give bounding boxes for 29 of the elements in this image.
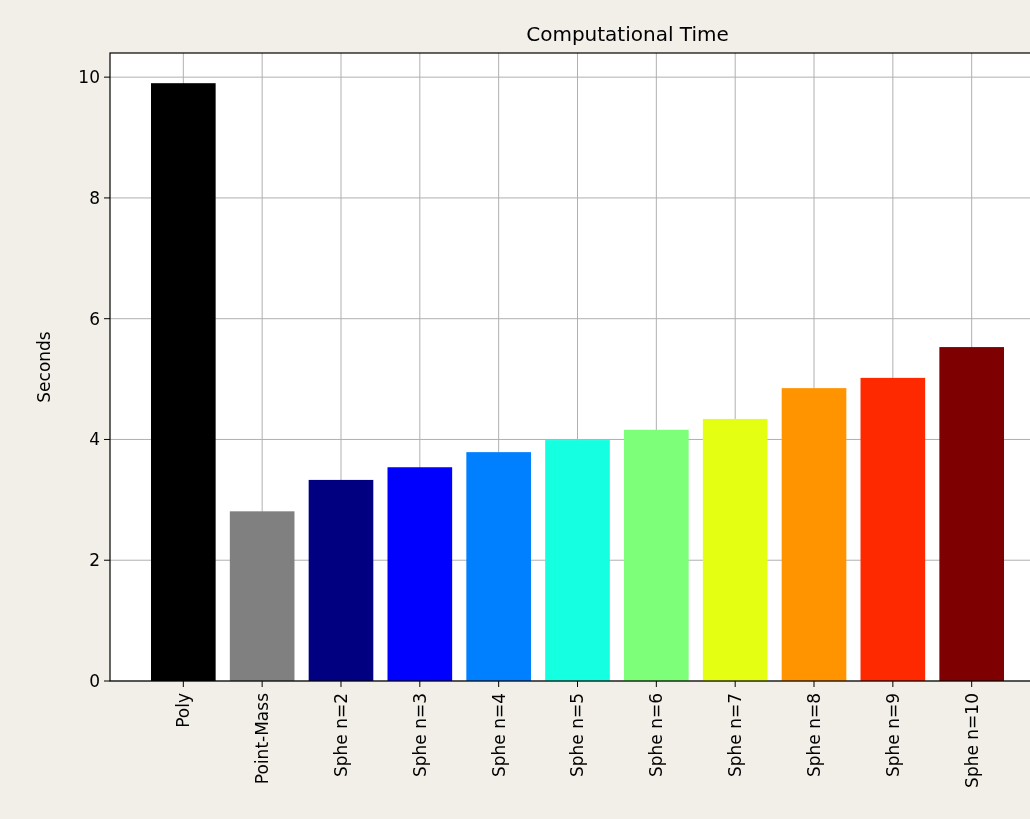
bar: [466, 452, 531, 681]
x-tick-label: Sphe n=7: [725, 693, 746, 778]
y-tick-label: 4: [89, 429, 100, 450]
bar: [860, 377, 926, 681]
y-tick-label: 0: [89, 670, 100, 691]
x-tick-label: Sphe n=6: [646, 693, 667, 778]
x-tick-label: Sphe n=10: [961, 693, 982, 788]
chart-title: Computational Time: [526, 22, 729, 46]
y-tick-label: 8: [89, 187, 100, 208]
bar: [229, 511, 295, 681]
y-tick-label: 6: [89, 308, 100, 329]
x-tick-label: Sphe n=2: [330, 693, 351, 778]
x-tick-label: Sphe n=8: [803, 693, 824, 778]
bar: [781, 388, 847, 681]
bar: [624, 429, 689, 681]
bar: [545, 440, 610, 681]
x-tick-label: Point-Mass: [252, 692, 273, 785]
bar: [702, 418, 768, 681]
y-axis-title: Seconds: [34, 331, 54, 403]
bar: [387, 467, 453, 681]
bar: [308, 479, 374, 681]
y-tick-label: 10: [78, 67, 100, 88]
x-tick-label: Sphe n=4: [488, 693, 509, 778]
x-tick-label: Sphe n=3: [409, 693, 430, 778]
x-tick-label: Sphe n=9: [882, 693, 903, 778]
y-tick-label: 2: [89, 550, 100, 571]
x-tick-label: Poly: [173, 693, 194, 728]
bar: [939, 347, 1004, 681]
x-tick-label: Sphe n=5: [567, 693, 588, 778]
